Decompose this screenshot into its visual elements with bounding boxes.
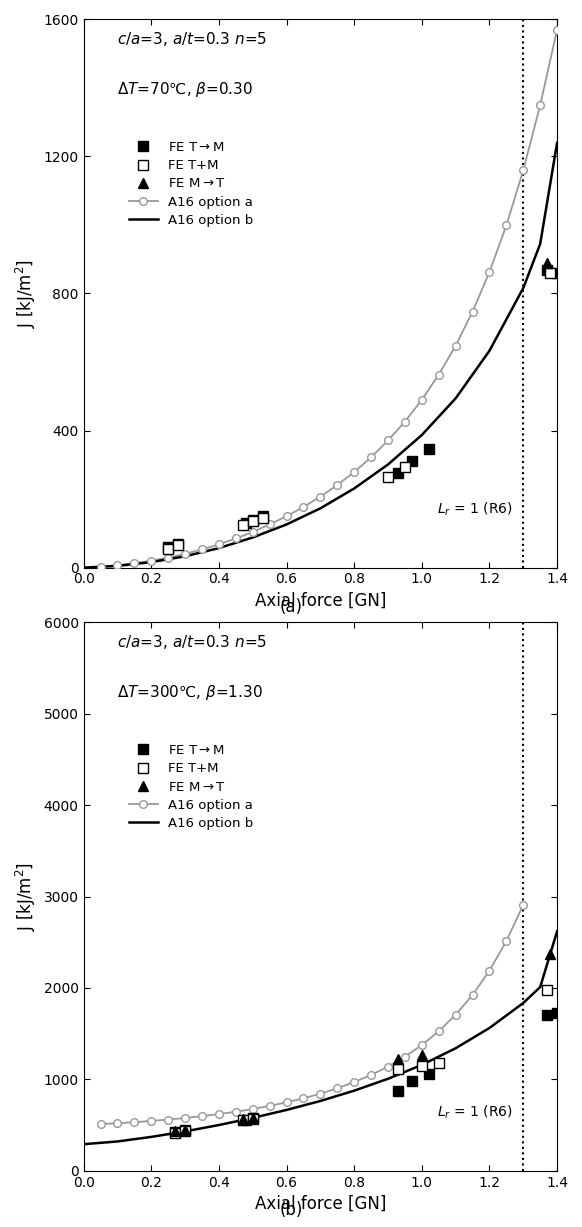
Text: (b): (b) <box>279 1201 303 1220</box>
Text: $L_r$ = 1 (R6): $L_r$ = 1 (R6) <box>437 501 513 518</box>
Legend: FE T$\rightarrow$M, FE T+M, FE M$\rightarrow$T, A16 option a, A16 option b: FE T$\rightarrow$M, FE T+M, FE M$\righta… <box>123 739 259 836</box>
Text: (a): (a) <box>279 599 303 616</box>
X-axis label: Axial force [GN]: Axial force [GN] <box>255 593 386 610</box>
Legend: FE T$\rightarrow$M, FE T+M, FE M$\rightarrow$T, A16 option a, A16 option b: FE T$\rightarrow$M, FE T+M, FE M$\righta… <box>123 136 259 232</box>
Y-axis label: J [kJ/m$^2$]: J [kJ/m$^2$] <box>14 863 38 931</box>
Text: $\Delta T$=300℃, $\beta$=1.30: $\Delta T$=300℃, $\beta$=1.30 <box>117 682 262 702</box>
Text: $c/a$=3, $a/t$=0.3 $n$=5: $c/a$=3, $a/t$=0.3 $n$=5 <box>117 31 267 48</box>
Text: $L_r$ = 1 (R6): $L_r$ = 1 (R6) <box>437 1104 513 1121</box>
Text: $c/a$=3, $a/t$=0.3 $n$=5: $c/a$=3, $a/t$=0.3 $n$=5 <box>117 633 267 652</box>
X-axis label: Axial force [GN]: Axial force [GN] <box>255 1195 386 1214</box>
Y-axis label: J [kJ/m$^2$]: J [kJ/m$^2$] <box>14 259 38 328</box>
Text: $\Delta T$=70℃, $\beta$=0.30: $\Delta T$=70℃, $\beta$=0.30 <box>117 80 253 98</box>
